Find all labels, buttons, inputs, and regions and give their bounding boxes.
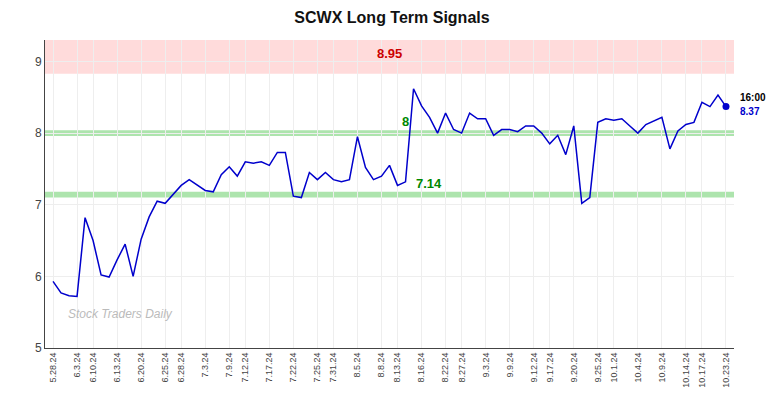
svg-text:16:00: 16:00 [740, 92, 766, 103]
svg-text:5: 5 [35, 341, 42, 355]
svg-text:6.3.24: 6.3.24 [72, 353, 82, 378]
svg-text:9.3.24: 9.3.24 [481, 353, 491, 378]
svg-text:7.9.24: 7.9.24 [224, 353, 234, 378]
svg-text:7.17.24: 7.17.24 [264, 353, 274, 383]
svg-text:10.17.24: 10.17.24 [697, 353, 707, 388]
svg-text:6.28.24: 6.28.24 [176, 353, 186, 383]
svg-text:8.13.24: 8.13.24 [392, 353, 402, 383]
svg-text:7.31.24: 7.31.24 [328, 353, 338, 383]
svg-text:8.27.24: 8.27.24 [457, 353, 467, 383]
svg-text:8.16.24: 8.16.24 [416, 353, 426, 383]
svg-text:6.20.24: 6.20.24 [136, 353, 146, 383]
svg-text:8.8.24: 8.8.24 [376, 353, 386, 378]
svg-text:6.13.24: 6.13.24 [112, 353, 122, 383]
svg-text:8.22.24: 8.22.24 [441, 353, 451, 383]
svg-text:8.37: 8.37 [740, 106, 760, 117]
svg-text:9.25.24: 9.25.24 [593, 353, 603, 383]
svg-text:7.3.24: 7.3.24 [200, 353, 210, 378]
svg-text:10.23.24: 10.23.24 [721, 353, 731, 388]
svg-text:6: 6 [35, 270, 42, 284]
svg-text:7.25.24: 7.25.24 [312, 353, 322, 383]
svg-text:6.10.24: 6.10.24 [88, 353, 98, 383]
svg-text:7.22.24: 7.22.24 [288, 353, 298, 383]
svg-text:SCWX Long Term Signals: SCWX Long Term Signals [294, 9, 489, 26]
svg-text:7: 7 [35, 198, 42, 212]
svg-text:8: 8 [35, 126, 42, 140]
svg-text:9.17.24: 9.17.24 [545, 353, 555, 383]
svg-text:10.14.24: 10.14.24 [681, 353, 691, 388]
svg-text:9.9.24: 9.9.24 [505, 353, 515, 378]
svg-text:6.25.24: 6.25.24 [160, 353, 170, 383]
svg-text:8.5.24: 8.5.24 [352, 353, 362, 378]
svg-text:10.9.24: 10.9.24 [657, 353, 667, 383]
svg-text:9.20.24: 9.20.24 [569, 353, 579, 383]
svg-text:10.4.24: 10.4.24 [633, 353, 643, 383]
svg-text:7.12.24: 7.12.24 [240, 353, 250, 383]
svg-text:10.1.24: 10.1.24 [609, 353, 619, 383]
svg-text:Stock Traders Daily: Stock Traders Daily [68, 307, 173, 321]
svg-text:5.28.24: 5.28.24 [48, 353, 58, 383]
svg-text:9: 9 [35, 55, 42, 69]
svg-text:8: 8 [402, 114, 409, 129]
svg-text:7.14: 7.14 [416, 176, 442, 191]
svg-text:8.95: 8.95 [377, 46, 402, 61]
svg-text:9.12.24: 9.12.24 [529, 353, 539, 383]
